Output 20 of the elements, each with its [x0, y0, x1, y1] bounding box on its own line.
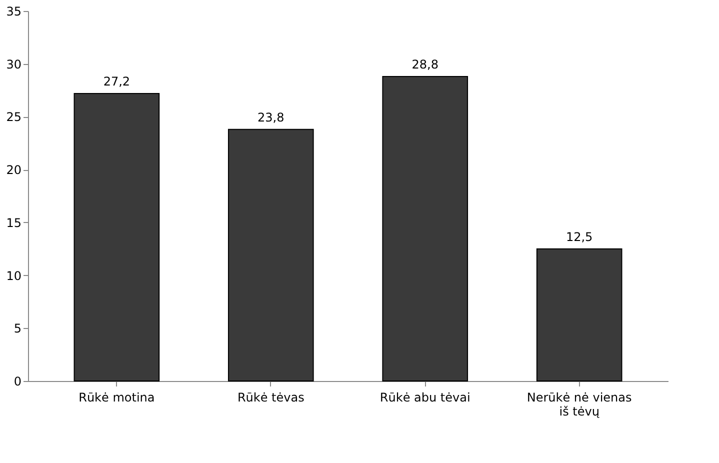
- x-tick-label: Rūkė abu tėvai: [380, 390, 470, 404]
- x-tick-label: Rūkė tėvas: [237, 390, 304, 404]
- data-label: 23,8: [258, 110, 284, 124]
- bar: [228, 128, 314, 382]
- data-label: 28,8: [412, 58, 438, 72]
- bar: [74, 92, 160, 382]
- y-tick-label: 30: [6, 57, 22, 72]
- bar: [536, 248, 622, 382]
- x-tick-label: Nerūkė nė vienas iš tėvų: [526, 390, 632, 418]
- x-tick-label: Rūkė motina: [78, 390, 155, 404]
- y-tick-label: 15: [6, 216, 22, 230]
- y-tick-label: 25: [6, 110, 22, 124]
- y-tick-label: 10: [6, 268, 22, 283]
- y-tick-label: 35: [6, 4, 22, 18]
- y-tick-label: 5: [14, 322, 22, 336]
- bar: [382, 76, 468, 382]
- y-tick-label: 0: [14, 374, 22, 388]
- y-tick-label: 20: [6, 163, 22, 178]
- data-label: 27,2: [103, 74, 130, 88]
- data-label: 12,5: [566, 230, 593, 244]
